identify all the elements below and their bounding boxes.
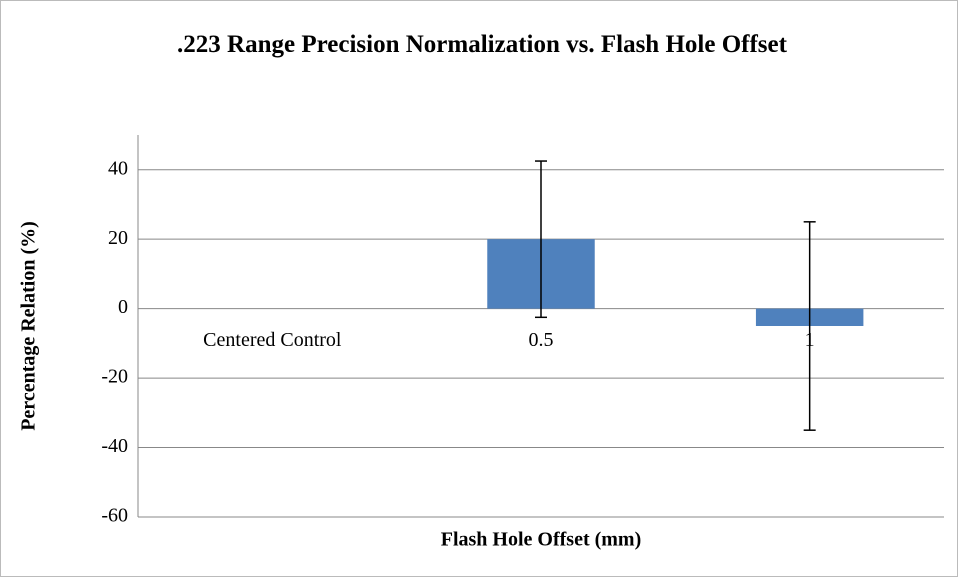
x-tick-label: 0.5: [529, 329, 554, 351]
x-axis-label: Flash Hole Offset (mm): [441, 529, 642, 551]
chart-title: .223 Range Precision Normalization vs. F…: [177, 31, 787, 58]
y-tick-label: 40: [108, 157, 128, 179]
x-tick-label: Centered Control: [203, 329, 342, 351]
y-tick-label: -20: [101, 366, 128, 388]
y-tick-label: -40: [101, 435, 128, 457]
y-tick-label: 0: [118, 296, 128, 318]
y-axis-label: Percentage Relation (%): [18, 221, 40, 431]
y-tick-label: -60: [101, 505, 128, 527]
y-tick-label: 20: [108, 227, 128, 249]
